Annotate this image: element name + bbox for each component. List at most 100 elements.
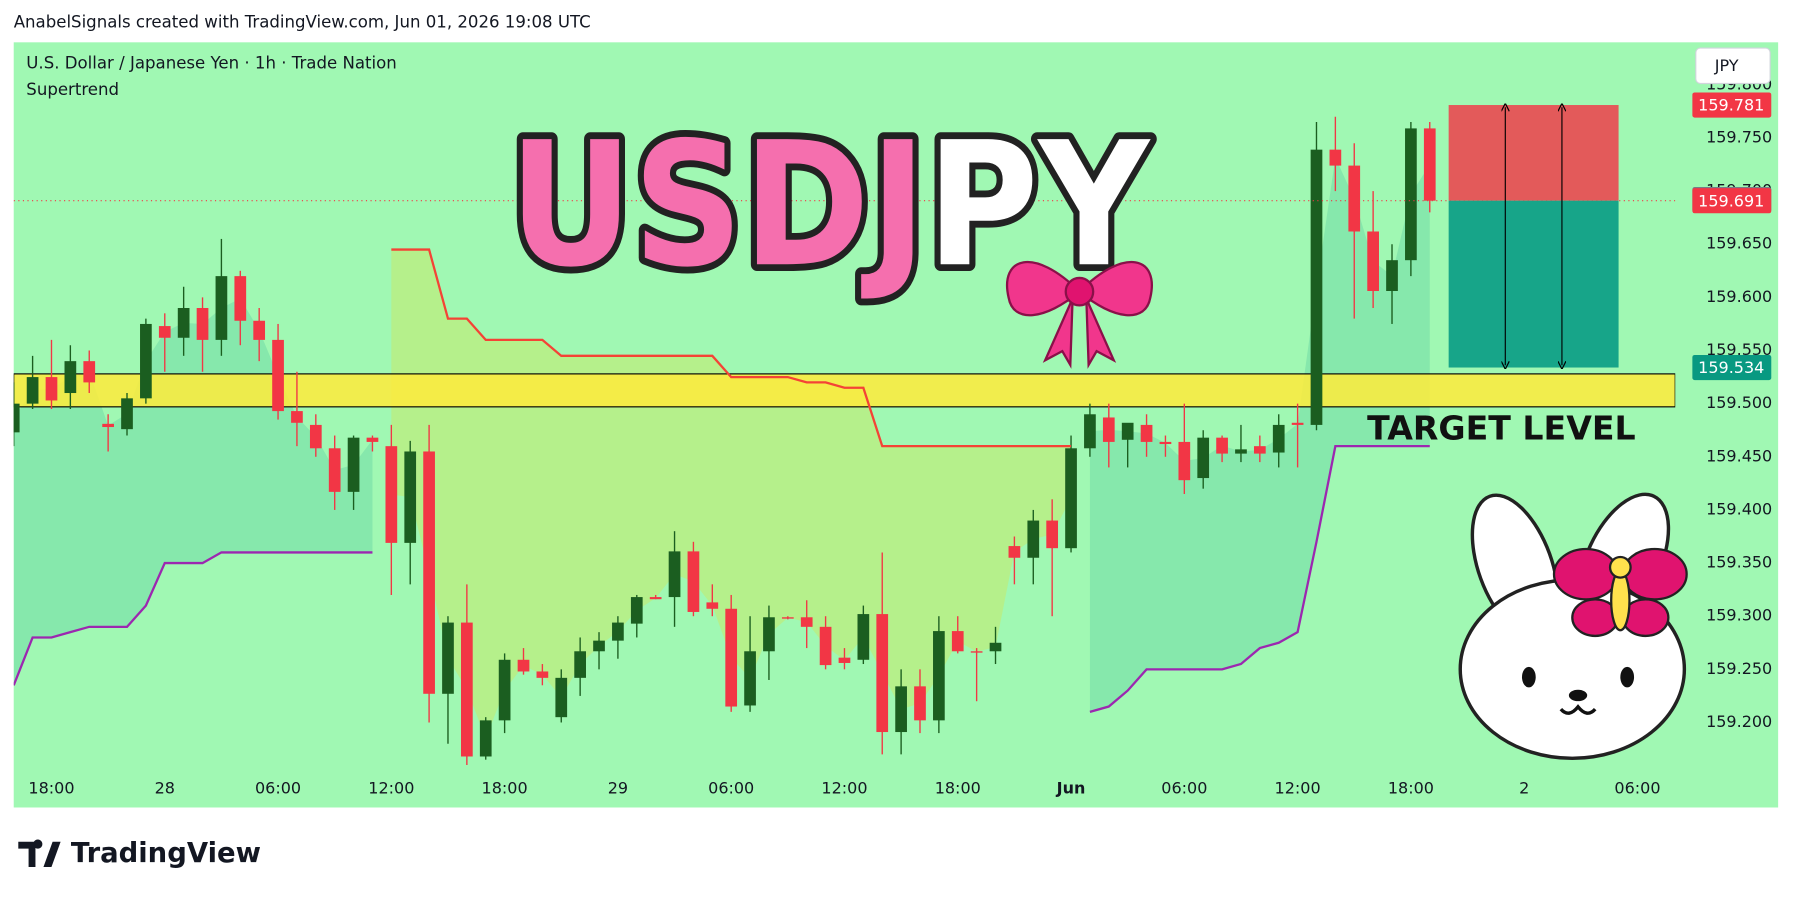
trend-fill [1089,157,1430,712]
indicator-legend: Supertrend [26,80,119,99]
y-tick-label: 159.450 [1706,446,1772,465]
x-tick-label: 12:00 [1275,779,1321,798]
price-label: 159.534 [1698,358,1764,377]
candle-body [744,651,756,706]
x-tick-label: 18:00 [935,779,981,798]
annotation: TARGET LEVEL [1367,409,1635,448]
candle-body [1046,520,1059,549]
candle-body [781,617,794,619]
candle-body [1272,424,1285,453]
position-stop [1448,105,1619,201]
position-target [1448,200,1619,368]
y-tick-label: 159.300 [1706,606,1772,625]
candle-body [1008,546,1021,558]
x-tick-label: 18:00 [1388,779,1434,798]
supertrend-line [13,445,1430,713]
candle-body [1140,424,1153,442]
candle-body [442,622,454,694]
x-tick-label: 28 [155,779,175,798]
candle-body [26,377,39,404]
candle-body [215,276,228,340]
candle-body [763,617,775,652]
candle-body [1065,448,1077,549]
x-tick-label: 18:00 [28,779,74,798]
candle-body [1084,414,1096,449]
candle-body [121,398,133,430]
overlay: TARGET LEVEL [1367,105,1636,448]
candle-body [989,642,1002,652]
candle-body [102,423,114,428]
candle-body [574,651,586,678]
candle-body [1178,441,1191,481]
symbol-legend: U.S. Dollar / Japanese Yen · 1h · Trade … [26,54,396,73]
price-label: 159.691 [1698,191,1764,210]
footer-logo-text: TradingView [71,838,261,869]
candle-body [857,614,870,660]
x-tick-label: 06:00 [708,779,754,798]
candle-body [140,323,152,399]
currency: JPY [1714,56,1739,75]
candle-body [366,437,379,442]
candle-body [895,686,907,733]
y-tick-label: 159.750 [1706,127,1772,146]
candle-body [1216,437,1228,454]
supertrend-line [391,248,1072,448]
candle-body [461,622,473,757]
trend-fill [391,249,1072,739]
candle-body [272,339,284,412]
price-label-box [1692,92,1772,118]
x-tick-label: 12:00 [368,779,414,798]
x-tick-label: 12:00 [821,779,867,798]
y-tick-label: 159.200 [1706,712,1772,731]
x-tick-label: 2 [1519,779,1529,798]
candle-body [612,622,624,641]
candle-body [1159,441,1172,445]
candle-body [423,451,435,694]
candle-body [914,686,926,721]
candle-body [1386,260,1398,292]
y-tick-label: 159.500 [1706,393,1772,412]
x-tick-label: 29 [608,779,628,798]
candle-body [1291,422,1304,425]
candle-body [253,320,266,340]
candle-body [498,659,511,721]
candle-body [347,437,360,492]
candle-body [83,361,96,383]
candle-body [819,626,832,666]
x-tick-label: 06:00 [1614,779,1660,798]
bunny-sticker [1458,492,1688,761]
candle-body [13,403,20,433]
x-tick-label: 06:00 [1161,779,1207,798]
candle-body [45,377,58,401]
attribution: AnabelSignals created with TradingView.c… [14,12,591,31]
candle-body [649,597,662,600]
candle-body [234,276,247,321]
bow-sticker [1006,261,1153,369]
y-tick-label: 159.600 [1706,287,1772,306]
candle-body [1423,128,1436,201]
candle-body [1197,437,1210,479]
x-tick-label: 06:00 [255,779,301,798]
candle-body [1310,149,1323,425]
candle-body [1102,417,1115,442]
candle-body [517,659,530,672]
y-tick-label: 159.400 [1706,499,1772,518]
candle-body [876,614,889,733]
candle-body [158,326,171,338]
candle-body [838,657,851,663]
candle-body [1329,149,1342,166]
candle-body [970,651,983,653]
candle-body [1027,520,1040,558]
candle-body [385,446,398,543]
candle-body [1367,231,1379,292]
price-label-box [1692,188,1772,214]
plot-area [13,116,1676,765]
price-label: 159.781 [1698,96,1764,115]
candle-body [1253,446,1266,454]
candle-body [951,631,964,652]
candle-body [555,677,568,718]
candle-body [1405,128,1417,261]
candle-body [64,361,77,394]
